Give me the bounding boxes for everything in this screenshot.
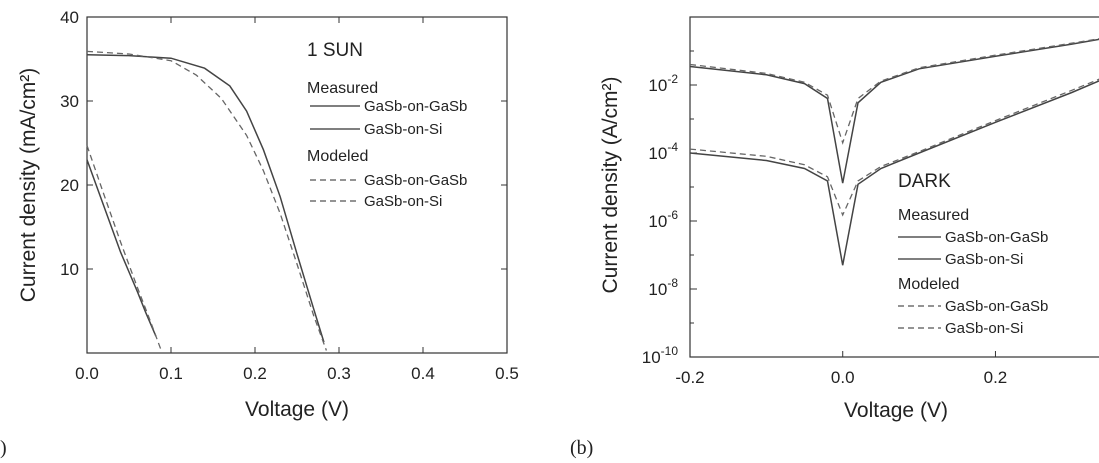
panel-b-y-tick-label: 10-2 [648, 72, 678, 95]
panel-b-legend-label-modeled-gasb: GaSb-on-GaSb [945, 298, 1048, 315]
panel-a-x-tick-label: 0.5 [495, 364, 519, 383]
panel-a-x-tick-label: 0.0 [75, 364, 99, 383]
panel-b-tag: (b) [570, 437, 593, 459]
panel-b-x-tick-label: 0.2 [984, 368, 1008, 387]
panel-a-x-tick-label: 0.4 [411, 364, 435, 383]
panel-a-tag: ) [0, 437, 7, 459]
panel-a-series [86, 50, 328, 351]
panel-a-series-measured-gasb-on-si [86, 159, 157, 337]
panel-b-legend-label-modeled-si: GaSb-on-Si [945, 320, 1023, 337]
panel-a-y-tick-label: 30 [60, 92, 79, 111]
panel-a-legend-label-measured-gasb: GaSb-on-GaSb [364, 98, 467, 115]
panel-b-x-tick-label: 0.0 [831, 368, 855, 387]
panel-b-condition-label: DARK [898, 171, 951, 192]
panel-a-y-tick-label: 10 [60, 260, 79, 279]
panel-a-ticks: 0.0 0.1 0.2 0.3 0.4 0.5 10 20 30 40 [60, 8, 519, 383]
panel-a-x-tick-label: 0.2 [243, 364, 267, 383]
panel-b-legend-label-measured-si: GaSb-on-Si [945, 251, 1023, 268]
panel-a-1-sun-chart: 0.0 0.1 0.2 0.3 0.4 0.5 10 20 30 40 1 SUN Measure… [17, 8, 519, 421]
panel-a-series-modeled-gasb-on-gasb [86, 50, 328, 351]
panel-b-dark-chart: -0.2 0.0 0.2 10-10 10-8 10-6 10-4 10-2 DARK Mea… [599, 16, 1099, 422]
panel-b-y-tick-label: 10-4 [648, 140, 678, 163]
panel-a-legend-label-measured-si: GaSb-on-Si [364, 121, 442, 138]
panel-a-x-tick-label: 0.3 [327, 364, 351, 383]
panel-a-y-tick-label: 20 [60, 176, 79, 195]
panel-b-legend-measured-heading: Measured [898, 207, 969, 224]
panel-b-y-tick-label: 10-8 [648, 276, 678, 299]
panel-b-series-measured-gasb-on-gasb [689, 38, 1099, 184]
panel-a-legend: Measured GaSb-on-GaSb GaSb-on-Si Modeled… [307, 80, 467, 210]
panel-b-legend: Measured GaSb-on-GaSb GaSb-on-Si Modeled… [898, 207, 1048, 337]
panel-b-series-modeled-gasb-on-si [689, 78, 1099, 217]
panel-b-x-tick-label: -0.2 [675, 368, 704, 387]
panel-a-legend-measured-heading: Measured [307, 80, 378, 97]
panel-b-x-axis-title: Voltage (V) [844, 399, 948, 422]
panel-a-series-measured-gasb-on-gasb [86, 54, 325, 343]
panel-a-condition-label: 1 SUN [307, 40, 363, 61]
panel-a-y-tick-label: 40 [60, 8, 79, 27]
panel-a-legend-label-modeled-gasb: GaSb-on-GaSb [364, 172, 467, 189]
panel-a-x-axis-title: Voltage (V) [245, 398, 349, 421]
panel-b-legend-modeled-heading: Modeled [898, 276, 959, 293]
panel-b-ticks: -0.2 0.0 0.2 10-10 10-8 10-6 10-4 10-2 [642, 16, 1008, 387]
panel-b-legend-label-measured-gasb: GaSb-on-GaSb [945, 229, 1048, 246]
panel-b-series-measured-gasb-on-si [689, 80, 1099, 266]
panel-a-y-axis-title: Current density (mA/cm²) [17, 68, 40, 303]
panel-a-legend-modeled-heading: Modeled [307, 148, 368, 165]
panel-b-series-modeled-gasb-on-gasb [689, 38, 1099, 145]
panel-b-y-tick-label: 10-10 [642, 344, 679, 367]
panel-b-y-axis-title: Current density (A/cm²) [599, 76, 622, 293]
panel-a-series-modeled-gasb-on-si [86, 145, 162, 350]
panel-a-x-tick-label: 0.1 [159, 364, 183, 383]
panel-b-y-tick-label: 10-6 [648, 208, 678, 231]
panel-b-series [689, 38, 1099, 266]
panel-a-legend-label-modeled-si: GaSb-on-Si [364, 193, 442, 210]
